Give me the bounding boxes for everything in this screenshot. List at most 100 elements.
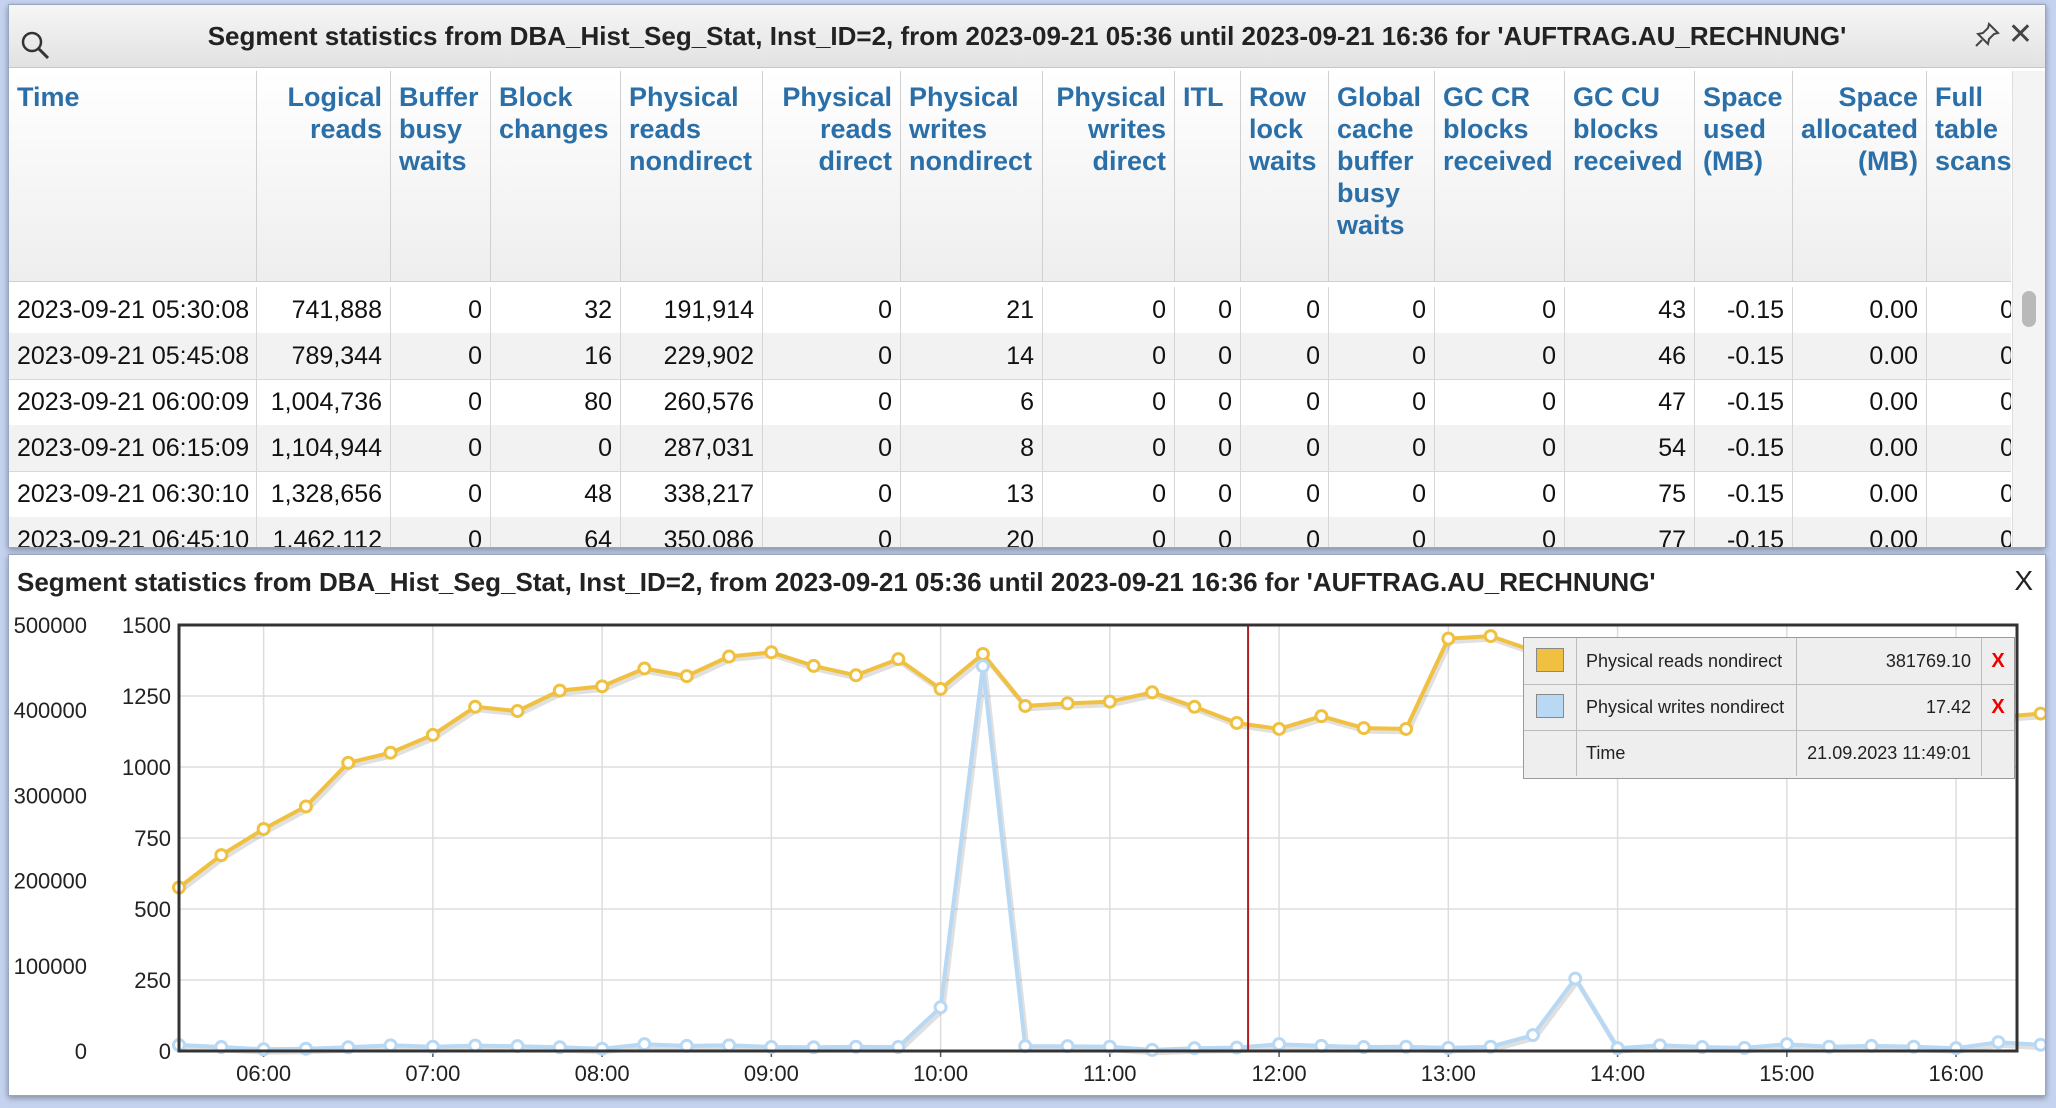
- data-point-reads[interactable]: [1102, 694, 1117, 709]
- column-header[interactable]: ITL: [1175, 71, 1241, 281]
- table-row[interactable]: 2023-09-21 05:30:08 741,888 0 32 191,914 0 21 0…: [9, 287, 2011, 334]
- data-point-reads[interactable]: [1314, 709, 1329, 724]
- column-header[interactable]: Physical writes direct: [1043, 71, 1175, 281]
- data-point-writes[interactable]: [1272, 1037, 1287, 1052]
- data-point-writes[interactable]: [722, 1038, 737, 1053]
- data-point-writes[interactable]: [1991, 1035, 2006, 1050]
- table-cell: 0: [1241, 517, 1329, 547]
- x-tick-label: 12:00: [1252, 1061, 1307, 1086]
- data-point-reads[interactable]: [1018, 698, 1033, 713]
- data-point-reads[interactable]: [1145, 685, 1160, 700]
- data-point-reads[interactable]: [848, 668, 863, 683]
- table-cell: 0: [391, 425, 491, 471]
- column-header[interactable]: GC CR blocks received: [1435, 71, 1565, 281]
- data-point-reads[interactable]: [722, 649, 737, 664]
- table-cell: 0: [1175, 379, 1241, 425]
- column-header[interactable]: Row lock waits: [1241, 71, 1329, 281]
- table-cell: 0: [1435, 425, 1565, 471]
- table-cell: -0.15: [1695, 379, 1793, 425]
- remove-series-button[interactable]: X: [1991, 696, 2005, 718]
- data-point-reads[interactable]: [933, 681, 948, 696]
- table-row[interactable]: 2023-09-21 06:45:10 1,462,112 0 64 350,086 0 2…: [9, 517, 2011, 547]
- table-cell: 0.00: [1793, 379, 1927, 425]
- data-point-reads[interactable]: [1272, 721, 1287, 736]
- column-header[interactable]: Logical reads: [257, 71, 391, 281]
- data-point-reads[interactable]: [1441, 631, 1456, 646]
- column-header[interactable]: Full table scans: [1927, 71, 2023, 281]
- search-icon[interactable]: [19, 29, 51, 61]
- data-point-writes[interactable]: [1652, 1038, 1667, 1053]
- remove-series-button[interactable]: X: [1991, 650, 2005, 672]
- data-point-reads[interactable]: [425, 727, 440, 742]
- data-point-writes[interactable]: [1568, 971, 1583, 986]
- pin-icon[interactable]: [1973, 21, 2001, 49]
- data-point-reads[interactable]: [1229, 715, 1244, 730]
- data-point-reads[interactable]: [298, 799, 313, 814]
- scrollbar-thumb[interactable]: [2022, 291, 2036, 327]
- column-header[interactable]: Space used (MB): [1695, 71, 1793, 281]
- data-point-writes[interactable]: [975, 659, 990, 674]
- chart-close-button[interactable]: X: [2014, 565, 2033, 596]
- table-cell: 0: [1329, 333, 1435, 379]
- data-point-writes[interactable]: [298, 1041, 313, 1056]
- data-point-reads[interactable]: [468, 699, 483, 714]
- data-point-writes[interactable]: [256, 1042, 271, 1057]
- table-row[interactable]: 2023-09-21 05:45:08 789,344 0 16 229,902 0 14 0…: [9, 333, 2011, 380]
- table-cell: 8: [901, 425, 1043, 471]
- data-point-reads[interactable]: [975, 646, 990, 661]
- data-point-reads[interactable]: [552, 683, 567, 698]
- data-point-reads[interactable]: [1187, 699, 1202, 714]
- table-cell: 0: [763, 333, 901, 379]
- table-cell: 0: [1241, 287, 1329, 333]
- column-header[interactable]: Time: [9, 71, 257, 281]
- data-point-reads[interactable]: [1060, 696, 1075, 711]
- table-cell: 0: [1329, 425, 1435, 471]
- table-cell: 0: [1329, 471, 1435, 517]
- column-header[interactable]: Block changes: [491, 71, 621, 281]
- data-point-reads[interactable]: [256, 821, 271, 836]
- table-cell: 2023-09-21 06:30:10: [9, 471, 257, 517]
- column-header[interactable]: Global cache buffer busy waits: [1329, 71, 1435, 281]
- table-cell: 2023-09-21 05:30:08: [9, 287, 257, 333]
- line-chart[interactable]: 500000 400000 300000 200000 100000 0 1500 1250 1…: [9, 555, 2045, 1095]
- data-point-reads[interactable]: [1356, 721, 1371, 736]
- data-point-reads[interactable]: [214, 848, 229, 863]
- data-point-writes[interactable]: [933, 1000, 948, 1015]
- data-point-reads[interactable]: [1483, 629, 1498, 644]
- table-cell: 43: [1565, 287, 1695, 333]
- y-left-tick-label: 0: [75, 1039, 87, 1064]
- segment-stats-grid-window: Segment statistics from DBA_Hist_Seg_Sta…: [8, 4, 2046, 548]
- table-row[interactable]: 2023-09-21 06:30:10 1,328,656 0 48 338,217 0 1…: [9, 471, 2011, 518]
- column-header[interactable]: Physical reads nondirect: [621, 71, 763, 281]
- column-header[interactable]: Physical reads direct: [763, 71, 901, 281]
- data-point-writes[interactable]: [595, 1041, 610, 1056]
- data-point-reads[interactable]: [595, 679, 610, 694]
- table-cell: 789,344: [257, 333, 391, 379]
- column-header[interactable]: GC CU blocks received: [1565, 71, 1695, 281]
- column-header[interactable]: Physical writes nondirect: [901, 71, 1043, 281]
- table-row[interactable]: 2023-09-21 06:15:09 1,104,944 0 0 287,031 0 8 0…: [9, 425, 2011, 472]
- data-point-writes[interactable]: [383, 1038, 398, 1053]
- table-cell: 0: [391, 379, 491, 425]
- close-icon[interactable]: ✕: [2007, 18, 2033, 51]
- data-point-reads[interactable]: [637, 661, 652, 676]
- data-point-reads[interactable]: [679, 669, 694, 684]
- data-point-reads[interactable]: [383, 745, 398, 760]
- data-point-writes[interactable]: [637, 1037, 652, 1052]
- vertical-scrollbar[interactable]: [2012, 71, 2045, 547]
- data-point-writes[interactable]: [2033, 1037, 2045, 1052]
- data-point-reads[interactable]: [341, 755, 356, 770]
- data-point-reads[interactable]: [764, 645, 779, 660]
- column-header[interactable]: Space allocated (MB): [1793, 71, 1927, 281]
- data-point-reads[interactable]: [806, 658, 821, 673]
- grid-titlebar[interactable]: Segment statistics from DBA_Hist_Seg_Sta…: [9, 5, 2045, 68]
- data-point-reads[interactable]: [2033, 706, 2045, 721]
- data-point-reads[interactable]: [1399, 721, 1414, 736]
- data-point-reads[interactable]: [891, 652, 906, 667]
- data-point-writes[interactable]: [1779, 1037, 1794, 1052]
- table-row[interactable]: 2023-09-21 06:00:09 1,004,736 0 80 260,576 0 6…: [9, 379, 2011, 426]
- data-point-writes[interactable]: [468, 1038, 483, 1053]
- column-header[interactable]: Buffer busy waits: [391, 71, 491, 281]
- data-point-writes[interactable]: [1525, 1028, 1540, 1043]
- data-point-reads[interactable]: [510, 704, 525, 719]
